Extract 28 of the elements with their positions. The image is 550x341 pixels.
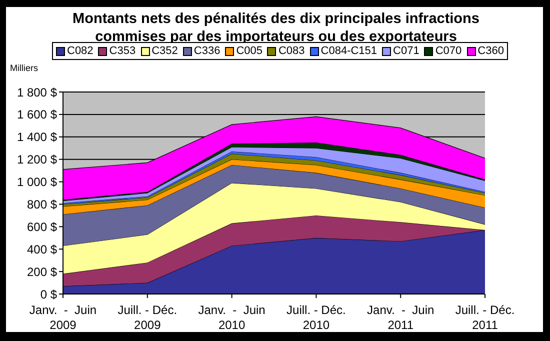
y-axis-title: Milliers [10, 63, 38, 73]
x-tick-label: Janv. - Juin 2010 [198, 303, 266, 332]
y-tick-label: 800 $ [26, 197, 58, 212]
y-tick-label: 600 $ [26, 220, 58, 234]
x-tick-label: Juill. - Déc. 2010 [286, 303, 346, 332]
legend-label: C005 [236, 44, 262, 58]
y-tick-label: 1 400 $ [16, 130, 58, 144]
y-tick-label: 1 600 $ [16, 108, 58, 122]
y-tick-label: 400 $ [26, 242, 58, 256]
chart-title: Montants nets des pénalités des dix principales infractions commises par des importateurs ou des exportateurs [72, 10, 480, 46]
x-tick-label: Janv. - Juin 2011 [367, 303, 434, 332]
legend-label: C336 [194, 44, 220, 58]
legend-label: C360 [478, 44, 504, 58]
y-tick-label: 1 800 $ [16, 85, 58, 100]
legend-label: C353 [109, 44, 136, 58]
legend-label: C071 [393, 44, 420, 58]
y-tick-label: 1 200 $ [16, 152, 58, 167]
legend-label: C082 [67, 44, 94, 58]
y-tick-label: 200 $ [26, 264, 58, 279]
legend-label: C084-C151 [320, 44, 378, 58]
x-tick-label: Juill. - Déc. 2011 [455, 303, 515, 332]
x-tick-label: Janv. - Juin 2009 [29, 303, 97, 332]
y-tick-label: 1 000 $ [16, 175, 58, 190]
legend-label: C070 [435, 44, 462, 58]
y-tick-label: 0 $ [40, 287, 58, 302]
legend-label: C352 [152, 44, 178, 58]
x-tick-label: Juill. - Déc. 2009 [118, 303, 178, 332]
legend-label: C083 [278, 44, 305, 58]
